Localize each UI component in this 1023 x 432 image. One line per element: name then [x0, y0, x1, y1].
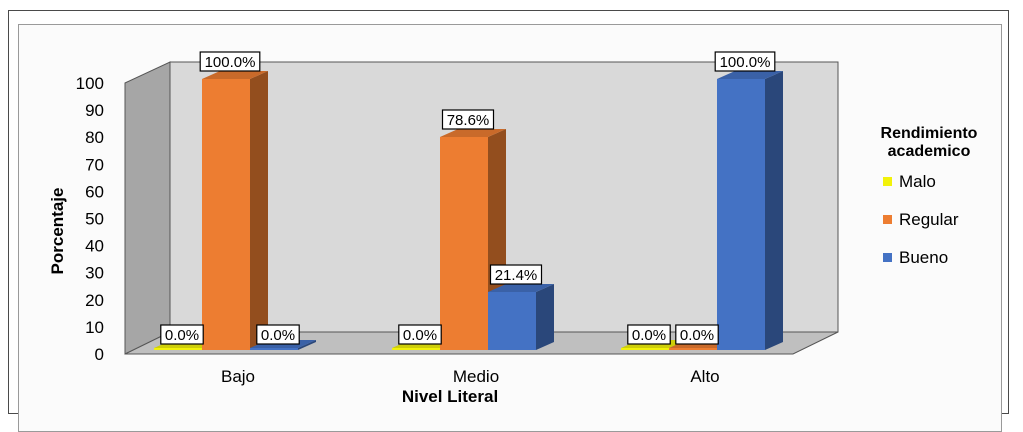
svg-text:21.4%: 21.4%: [495, 267, 538, 284]
legend-swatch: [883, 177, 892, 186]
x-tick-label: Alto: [690, 367, 719, 386]
x-tick-label: Medio: [453, 367, 499, 386]
svg-text:0.0%: 0.0%: [632, 327, 666, 344]
svg-text:0.0%: 0.0%: [680, 327, 714, 344]
data-label: 0.0%: [160, 324, 204, 345]
data-label: 0.0%: [256, 324, 300, 345]
legend-swatch: [883, 215, 892, 224]
bar-bueno-alto: [717, 71, 783, 350]
legend: Rendimiento academico Malo Regular Bueno: [881, 125, 978, 267]
y-tick-label: 90: [85, 101, 104, 120]
legend-item-malo: Malo: [883, 172, 936, 191]
side-wall: [124, 61, 171, 355]
svg-text:100.0%: 100.0%: [720, 54, 771, 71]
y-axis-ticks: 0 10 20 30 40 50 60 70 80 90 100: [76, 74, 104, 364]
y-tick-label: 0: [95, 345, 104, 364]
data-label: 100.0%: [199, 51, 261, 72]
data-label: 0.0%: [675, 324, 719, 345]
y-tick-label: 10: [85, 318, 104, 337]
legend-item-bueno: Bueno: [883, 248, 948, 267]
x-axis-categories: Bajo Medio Alto: [221, 367, 720, 386]
y-axis-title: Porcentaje: [48, 188, 67, 275]
data-label: 78.6%: [441, 109, 495, 130]
legend-swatch: [883, 253, 892, 262]
svg-text:100.0%: 100.0%: [205, 54, 256, 71]
legend-label: Bueno: [899, 248, 948, 267]
y-tick-label: 20: [85, 291, 104, 310]
data-label: 0.0%: [627, 324, 671, 345]
legend-item-regular: Regular: [883, 210, 959, 229]
bar-regular-bajo: [202, 71, 268, 350]
legend-title-line-1: Rendimiento: [881, 125, 978, 142]
svg-text:0.0%: 0.0%: [403, 327, 437, 344]
bars-layer: [154, 71, 783, 350]
svg-text:0.0%: 0.0%: [261, 327, 295, 344]
legend-label: Malo: [899, 172, 936, 191]
y-tick-label: 70: [85, 155, 104, 174]
y-tick-label: 30: [85, 264, 104, 283]
svg-text:0.0%: 0.0%: [165, 327, 199, 344]
data-label: 0.0%: [398, 324, 442, 345]
svg-text:78.6%: 78.6%: [447, 112, 490, 129]
data-label: 21.4%: [489, 264, 543, 285]
legend-title-line-2: academico: [888, 143, 971, 160]
y-tick-label: 100: [76, 74, 104, 93]
legend-label: Regular: [899, 210, 959, 229]
data-labels-layer: 0.0% 100.0% 0.0% 0.0% 78.6% 21.4% 0.0% 0.0% 100.…: [160, 51, 776, 345]
y-tick-label: 40: [85, 237, 104, 256]
x-tick-label: Bajo: [221, 367, 255, 386]
y-tick-label: 60: [85, 182, 104, 201]
y-tick-label: 80: [85, 128, 104, 147]
x-axis-title: Nivel Literal: [402, 387, 498, 406]
y-tick-label: 50: [85, 210, 104, 229]
bar-bueno-medio: [488, 284, 554, 350]
data-label: 100.0%: [714, 51, 776, 72]
